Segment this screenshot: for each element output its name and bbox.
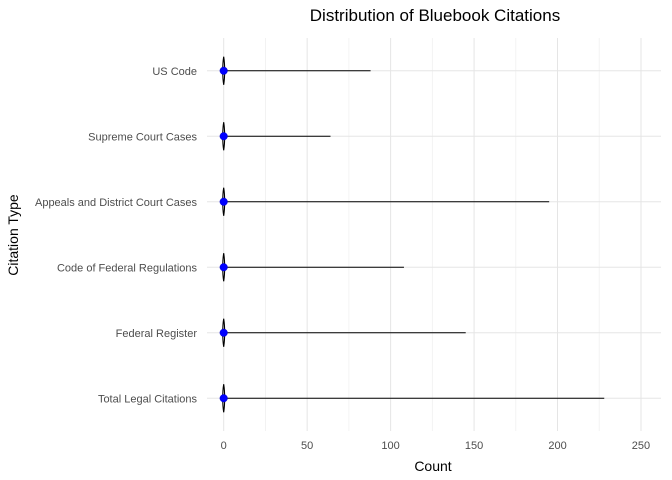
median-point <box>219 394 228 403</box>
box <box>222 318 226 347</box>
y-axis-tick-labels: US Code Supreme Court Cases Appeals and Di… <box>35 66 198 406</box>
x-tick-label: 50 <box>301 440 313 452</box>
chart-title: Distribution of Bluebook Citations <box>310 6 560 25</box>
x-tick-label: 100 <box>381 440 399 452</box>
x-tick-label: 150 <box>465 440 483 452</box>
box <box>222 253 226 282</box>
y-tick-label: Federal Register <box>116 328 198 340</box>
x-tick-label: 200 <box>548 440 566 452</box>
x-axis-tick-labels: 0 50 100 150 200 250 <box>221 440 651 452</box>
box-group <box>219 122 331 151</box>
box <box>222 122 226 151</box>
median-point <box>219 263 228 272</box>
x-axis-title: Count <box>414 458 451 474</box>
box-group <box>219 318 466 347</box>
grid <box>207 38 661 431</box>
box-group <box>219 56 371 85</box>
y-tick-label: Code of Federal Regulations <box>57 262 198 274</box>
box-group <box>219 253 404 282</box>
y-axis-title: Citation Type <box>5 194 21 276</box>
median-point <box>219 132 228 141</box>
box-group <box>219 187 550 216</box>
y-tick-label: Appeals and District Court Cases <box>35 197 198 209</box>
median-point <box>219 66 228 75</box>
box-group <box>219 384 605 413</box>
median-point <box>219 197 228 206</box>
data-marks <box>219 56 605 413</box>
x-tick-label: 250 <box>632 440 650 452</box>
box <box>222 384 226 413</box>
y-tick-label: US Code <box>152 66 197 78</box>
box <box>222 56 226 85</box>
y-tick-label: Total Legal Citations <box>98 393 198 405</box>
box <box>222 187 226 216</box>
median-point <box>219 328 228 337</box>
y-tick-label: Supreme Court Cases <box>88 131 197 143</box>
x-tick-label: 0 <box>221 440 227 452</box>
